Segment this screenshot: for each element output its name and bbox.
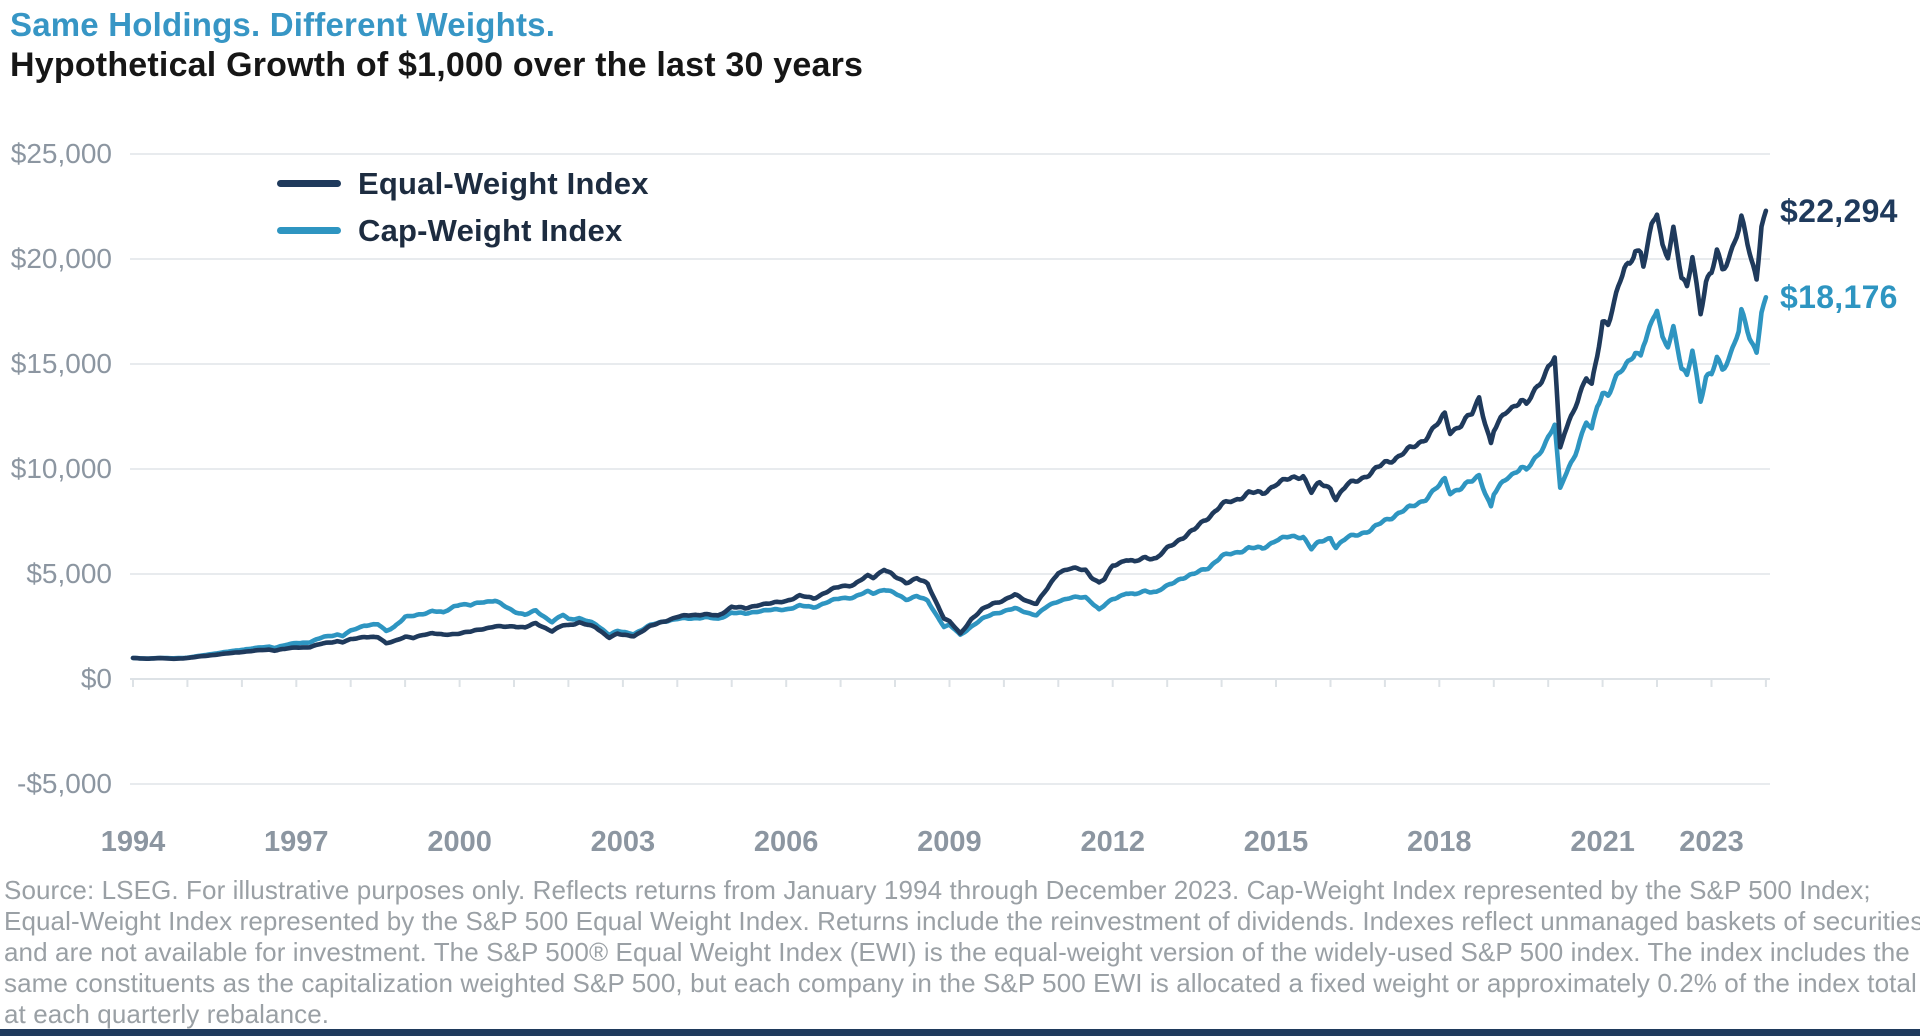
footer-line: same constituents as the capitalization … (4, 968, 1917, 998)
equal-weight-end-value: $22,294 (1780, 192, 1898, 229)
footer-line: Equal-Weight Index represented by the S&… (4, 906, 1920, 936)
footer-line: at each quarterly rebalance. (4, 999, 330, 1029)
x-tick-label: 1997 (264, 826, 329, 858)
y-tick-label: $5,000 (26, 558, 112, 589)
x-tick-label: 2023 (1679, 826, 1744, 858)
legend: Equal-Weight Index Cap-Weight Index (277, 160, 649, 254)
equal-weight-line-swatch (277, 180, 341, 187)
y-tick-label: $25,000 (10, 138, 112, 169)
footer-line: and are not available for investment. Th… (4, 937, 1910, 967)
legend-item-cap-weight: Cap-Weight Index (277, 207, 649, 254)
page-title: Same Holdings. Different Weights. (10, 6, 556, 43)
source-disclosure-text: Source: LSEG. For illustrative purposes … (4, 875, 1920, 1030)
x-tick-label: 2006 (753, 826, 819, 858)
plot-svg (130, 153, 1770, 785)
y-tick-label: $20,000 (10, 243, 112, 274)
x-tick-label: 2003 (590, 826, 656, 858)
series-line-equal-weight (130, 208, 1769, 662)
cap-weight-line-swatch (277, 227, 341, 234)
legend-item-equal-weight: Equal-Weight Index (277, 160, 649, 207)
y-tick-label: $10,000 (10, 453, 112, 484)
legend-label: Cap-Weight Index (358, 212, 623, 248)
footer-line: Source: LSEG. For illustrative purposes … (4, 875, 1871, 905)
x-tick-label: 2000 (427, 826, 492, 858)
y-tick-label: $0 (80, 663, 112, 694)
legend-label: Equal-Weight Index (358, 165, 649, 201)
x-tick-label: 2015 (1243, 826, 1309, 858)
x-tick-label: 2009 (917, 826, 982, 858)
chart-area: $25,000 $20,000 $15,000 $10,000 $5,000 $0 -$5,… (10, 138, 1898, 858)
brand-footer-bar (0, 1029, 1920, 1036)
x-tick-label: 1994 (100, 826, 166, 858)
series-line-cap-weight (130, 295, 1769, 661)
y-tick-label: $15,000 (10, 348, 112, 379)
x-tick-label: 2021 (1570, 826, 1635, 858)
x-tick-label: 2012 (1080, 826, 1145, 858)
y-tick-label: -$5,000 (17, 768, 112, 799)
cap-weight-end-value: $18,176 (1780, 279, 1898, 316)
x-tick-label: 2018 (1407, 826, 1472, 858)
page-subtitle: Hypothetical Growth of $1,000 over the l… (10, 46, 864, 84)
